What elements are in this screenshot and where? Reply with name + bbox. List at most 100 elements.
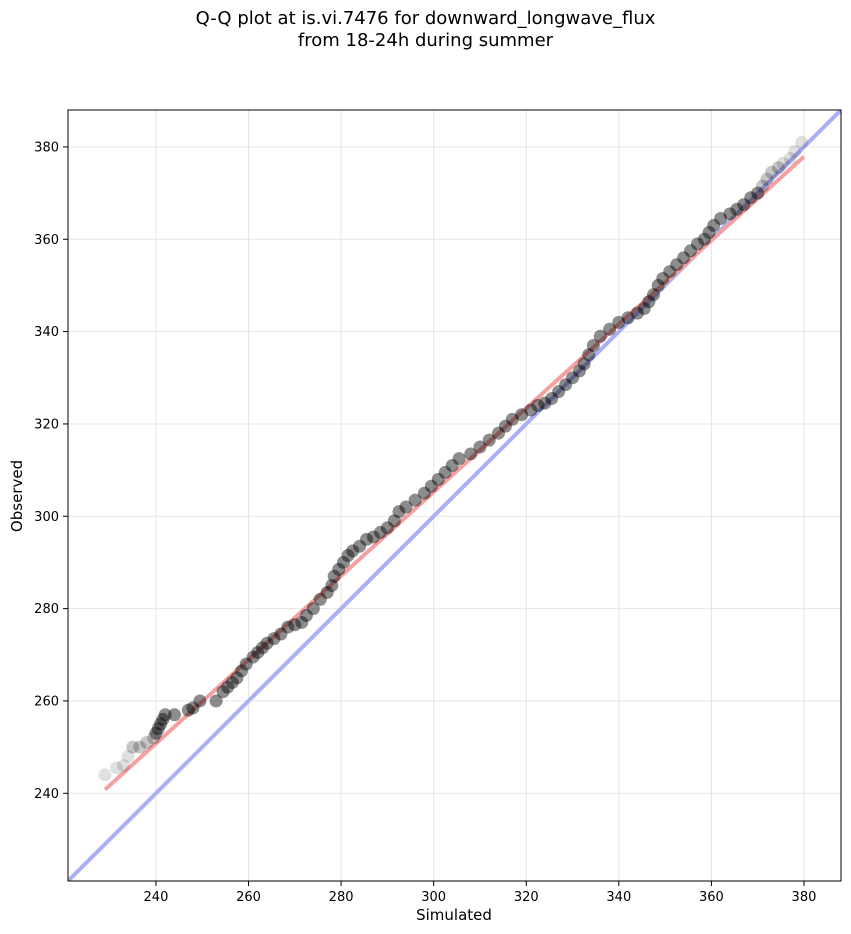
data-point — [149, 726, 163, 740]
data-point — [572, 364, 586, 378]
data-point — [193, 694, 207, 708]
chart-title-line-2: from 18-24h during summer — [297, 30, 554, 51]
data-point — [582, 348, 596, 362]
data-point — [593, 329, 607, 343]
data-point — [776, 156, 790, 170]
data-point — [637, 302, 651, 316]
y-tick-label: 360 — [34, 233, 59, 248]
data-point — [491, 426, 505, 440]
data-point — [98, 768, 112, 782]
chart-title-line-1: Q-Q plot at is.vi.7476 for downward_long… — [195, 8, 656, 29]
data-point — [366, 530, 380, 544]
data-point — [260, 636, 274, 650]
data-point — [313, 592, 327, 606]
data-point — [380, 521, 394, 535]
data-point — [251, 645, 265, 659]
x-tick-label: 240 — [144, 890, 169, 905]
data-point — [216, 685, 230, 699]
data-point — [755, 179, 769, 193]
data-point — [670, 258, 684, 272]
data-point — [239, 657, 253, 671]
data-point — [559, 378, 573, 392]
data-point — [288, 618, 302, 632]
data-point — [651, 278, 665, 292]
data-point — [714, 211, 728, 225]
data-point — [531, 398, 545, 412]
data-point — [697, 232, 711, 246]
data-point — [603, 322, 617, 336]
data-point — [320, 585, 334, 599]
data-point — [327, 569, 341, 583]
data-point — [524, 403, 538, 417]
data-point — [235, 664, 249, 678]
data-point — [110, 761, 124, 775]
data-point — [498, 419, 512, 433]
data-point — [445, 458, 459, 472]
data-point — [336, 555, 350, 569]
x-axis-ticks: 240 260 280 300 320 340 360 380 — [144, 881, 816, 905]
data-point — [515, 408, 529, 422]
x-tick-label: 360 — [699, 890, 724, 905]
data-point — [246, 650, 260, 664]
data-point — [630, 306, 644, 320]
data-point — [452, 452, 466, 466]
data-point — [281, 620, 295, 634]
data-point — [663, 265, 677, 279]
data-point — [730, 202, 744, 216]
data-points — [98, 135, 809, 782]
data-point — [346, 544, 360, 558]
y-tick-label: 240 — [34, 787, 59, 802]
data-point — [325, 579, 339, 593]
data-point — [181, 703, 195, 717]
data-point — [586, 338, 600, 352]
reference-lines — [68, 110, 841, 881]
data-point — [612, 315, 626, 329]
y-tick-label: 300 — [34, 510, 59, 525]
data-point — [691, 237, 705, 251]
data-point — [684, 244, 698, 258]
data-point — [760, 172, 774, 186]
data-point — [353, 539, 367, 553]
y-tick-label: 340 — [34, 325, 59, 340]
data-point — [392, 505, 406, 519]
data-point — [225, 675, 239, 689]
x-tick-label: 280 — [329, 890, 354, 905]
data-point — [577, 357, 591, 371]
data-point — [133, 740, 147, 754]
data-point — [274, 627, 288, 641]
data-point — [737, 198, 751, 212]
data-point — [464, 447, 478, 461]
data-point — [186, 701, 200, 715]
data-point — [295, 615, 309, 629]
data-point — [306, 602, 320, 616]
y-tick-label: 380 — [34, 140, 59, 155]
x-tick-label: 260 — [236, 890, 261, 905]
data-point — [772, 161, 786, 175]
data-point — [677, 251, 691, 265]
data-point — [209, 694, 223, 708]
data-point — [151, 722, 165, 736]
data-point — [167, 708, 181, 722]
data-point — [438, 465, 452, 479]
y-tick-label: 280 — [34, 602, 59, 617]
data-point — [723, 207, 737, 221]
data-point — [147, 731, 161, 745]
y-axis-label: Observed — [8, 460, 26, 532]
data-point — [647, 288, 661, 302]
data-point — [795, 135, 809, 149]
data-point — [230, 671, 244, 685]
data-point — [408, 493, 422, 507]
data-point — [744, 191, 758, 205]
data-point — [221, 680, 235, 694]
data-point — [424, 479, 438, 493]
data-point — [255, 641, 269, 655]
data-point — [140, 735, 154, 749]
fit-line — [103, 155, 806, 792]
data-point — [154, 717, 168, 731]
data-point — [373, 525, 387, 539]
x-tick-label: 300 — [421, 890, 446, 905]
x-tick-label: 320 — [514, 890, 539, 905]
data-point — [566, 371, 580, 385]
data-point — [545, 392, 559, 406]
